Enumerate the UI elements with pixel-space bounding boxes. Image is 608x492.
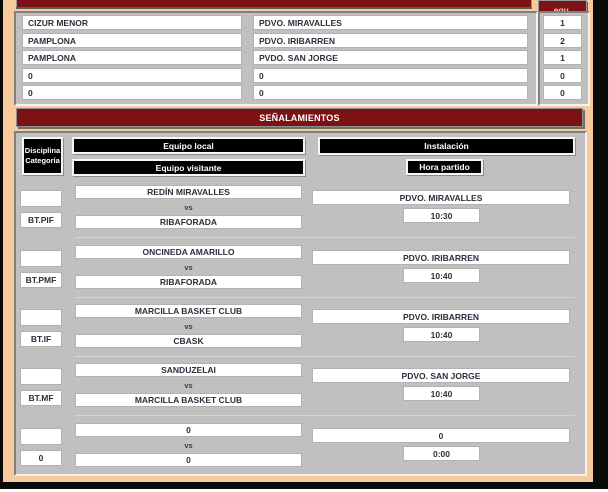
match-row: 0 0 vs 0 0 0:00 xyxy=(0,423,608,483)
match-time-field[interactable]: 0:00 xyxy=(403,446,480,461)
discipline-category-header: Disciplina Categoría xyxy=(22,137,63,175)
home-team-field[interactable]: MARCILLA BASKET CLUB xyxy=(75,304,302,318)
home-team-header: Equipo local xyxy=(72,137,305,154)
away-team-field[interactable]: RIBAFORADA xyxy=(75,275,302,289)
match-row: BT.MF SANDUZELAI vs MARCILLA BASKET CLUB… xyxy=(0,363,608,423)
row-separator xyxy=(75,297,575,298)
match-venue-field[interactable]: PDVO. SAN JORGE xyxy=(312,368,570,383)
venue-field[interactable]: PDVO. MIRAVALLES xyxy=(253,15,528,30)
discipline-field[interactable]: BT.PIF xyxy=(20,212,62,228)
vs-label: vs xyxy=(184,441,193,450)
row-separator xyxy=(75,415,575,416)
home-team-field[interactable]: 0 xyxy=(75,423,302,437)
row-separator xyxy=(75,237,575,238)
locality-field[interactable]: PAMPLONA xyxy=(22,33,242,48)
locality-field[interactable]: PAMPLONA xyxy=(22,50,242,65)
discipline-field[interactable]: BT.PMF xyxy=(20,272,62,288)
equ-column-header-label: equ. xyxy=(553,4,572,15)
away-team-field[interactable]: MARCILLA BASKET CLUB xyxy=(75,393,302,407)
discipline-empty-field[interactable] xyxy=(20,428,62,445)
venue-field[interactable]: PDVO. IRIBARREN xyxy=(253,33,528,48)
discipline-field[interactable]: BT.IF xyxy=(20,331,62,347)
row-separator xyxy=(75,356,575,357)
page-border-right xyxy=(593,0,608,489)
away-team-header: Equipo visitante xyxy=(72,159,305,176)
home-team-field[interactable]: SANDUZELAI xyxy=(75,363,302,377)
locality-field[interactable]: CIZUR MENOR xyxy=(22,15,242,30)
match-time-field[interactable]: 10:40 xyxy=(403,268,480,283)
match-venue-field[interactable]: PDVO. IRIBARREN xyxy=(312,309,570,324)
venue-field[interactable]: 0 xyxy=(253,85,528,100)
equ-count-field[interactable]: 1 xyxy=(543,50,582,65)
match-time-field[interactable]: 10:30 xyxy=(403,208,480,223)
away-team-field[interactable]: CBASK xyxy=(75,334,302,348)
page-border-bottom xyxy=(0,482,608,489)
vs-label: vs xyxy=(184,203,193,212)
away-team-field[interactable]: RIBAFORADA xyxy=(75,215,302,229)
match-venue-field[interactable]: PDVO. MIRAVALLES xyxy=(312,190,570,205)
vs-label: vs xyxy=(184,263,193,272)
match-venue-field[interactable]: 0 xyxy=(312,428,570,443)
equ-count-field[interactable]: 0 xyxy=(543,85,582,100)
discipline-empty-field[interactable] xyxy=(20,309,62,326)
locality-field[interactable]: 0 xyxy=(22,85,242,100)
equ-count-field[interactable]: 1 xyxy=(543,15,582,30)
discipline-field[interactable]: BT.MF xyxy=(20,390,62,406)
top-header-bar xyxy=(16,0,532,7)
page-border-left xyxy=(0,0,3,489)
discipline-field[interactable]: 0 xyxy=(20,450,62,466)
match-time-header: Hora partido xyxy=(406,159,483,175)
discipline-header-line1: Disciplina xyxy=(24,145,61,155)
discipline-empty-field[interactable] xyxy=(20,190,62,207)
venue-header: Instalación xyxy=(318,137,575,155)
page-border-bottom-highlight xyxy=(0,489,608,492)
match-row: BT.PIF REDÍN MIRAVALLES vs RIBAFORADA PD… xyxy=(0,185,608,245)
away-team-field[interactable]: 0 xyxy=(75,453,302,467)
venue-field[interactable]: PVDO. SAN JORGE xyxy=(253,50,528,65)
venue-field[interactable]: 0 xyxy=(253,68,528,83)
discipline-empty-field[interactable] xyxy=(20,368,62,385)
locality-field[interactable]: 0 xyxy=(22,68,242,83)
vs-label: vs xyxy=(184,381,193,390)
match-row: BT.IF MARCILLA BASKET CLUB vs CBASK PDVO… xyxy=(0,304,608,364)
vs-label: vs xyxy=(184,322,193,331)
home-team-field[interactable]: REDÍN MIRAVALLES xyxy=(75,185,302,199)
senalamientos-section-header: SEÑALAMIENTOS xyxy=(16,108,583,127)
match-time-field[interactable]: 10:40 xyxy=(403,386,480,401)
home-team-field[interactable]: ONCINEDA AMARILLO xyxy=(75,245,302,259)
discipline-header-line2: Categoría xyxy=(25,156,60,165)
equ-count-field[interactable]: 0 xyxy=(543,68,582,83)
match-row: BT.PMF ONCINEDA AMARILLO vs RIBAFORADA P… xyxy=(0,245,608,305)
discipline-empty-field[interactable] xyxy=(20,250,62,267)
match-time-field[interactable]: 10:40 xyxy=(403,327,480,342)
match-venue-field[interactable]: PDVO. IRIBARREN xyxy=(312,250,570,265)
equ-count-field[interactable]: 2 xyxy=(543,33,582,48)
